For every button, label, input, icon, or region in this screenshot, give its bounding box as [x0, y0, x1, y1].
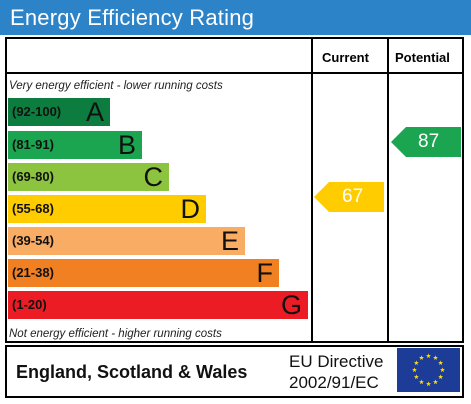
divider-potential [387, 39, 389, 341]
eu-star [412, 367, 417, 373]
column-header-current: Current [322, 50, 369, 65]
eu-star [426, 381, 431, 387]
band-c-letter: C [143, 162, 164, 192]
note-bottom: Not energy efficient - higher running co… [9, 328, 222, 340]
band-f-range: (21-38) [12, 265, 54, 280]
eu-star [438, 360, 444, 366]
page-title: Energy Efficiency Rating [10, 5, 255, 30]
band-a-letter: A [85, 97, 104, 127]
band-b-letter: B [117, 130, 136, 160]
eu-star [413, 374, 419, 380]
band-a-range: (92-100) [12, 104, 62, 119]
band-d: (55-68) D [8, 194, 206, 224]
potential-rating-value: 87 [418, 131, 440, 152]
rating-table [5, 37, 464, 343]
band-g: (1-20) G [8, 290, 308, 320]
band-g-range: (1-20) [12, 297, 47, 312]
eu-flag-icon [397, 348, 460, 392]
current-rating-arrow: 67 [314, 182, 384, 212]
band-f: (21-38) F [8, 258, 279, 288]
band-e-letter: E [220, 226, 239, 256]
band-c: (69-80) C [8, 162, 169, 192]
directive-line-2: 2002/91/EC [289, 373, 379, 392]
eu-star [438, 374, 444, 380]
eu-star [419, 355, 424, 360]
band-b: (81-91) B [8, 130, 142, 160]
band-e-range: (39-54) [12, 233, 54, 248]
eu-star [433, 379, 438, 385]
directive-line-1: EU Directive [289, 352, 384, 371]
band-e: (39-54) E [8, 226, 245, 256]
column-header-potential: Potential [395, 50, 450, 65]
eu-directive: EU Directive 2002/91/EC [289, 351, 383, 393]
header-divider [7, 72, 462, 74]
band-f-letter: F [256, 258, 274, 288]
eu-star [419, 379, 424, 385]
band-g-letter: G [280, 290, 302, 320]
eu-star [426, 353, 431, 359]
divider-current [311, 39, 313, 341]
current-rating-value: 67 [342, 186, 364, 207]
band-b-range: (81-91) [12, 137, 54, 152]
band-d-range: (55-68) [12, 201, 54, 216]
footer-box [5, 345, 464, 398]
eu-star [440, 367, 445, 373]
potential-rating-arrow: 87 [391, 127, 461, 157]
band-a: (92-100) A [8, 97, 110, 127]
eu-star [433, 355, 438, 360]
region-label: England, Scotland & Wales [16, 362, 248, 382]
note-top: Very energy efficient - lower running co… [9, 80, 223, 92]
band-c-range: (69-80) [12, 169, 54, 184]
band-d-letter: D [180, 194, 201, 224]
eu-star [413, 360, 419, 366]
title-bar: Energy Efficiency Rating [0, 0, 471, 35]
